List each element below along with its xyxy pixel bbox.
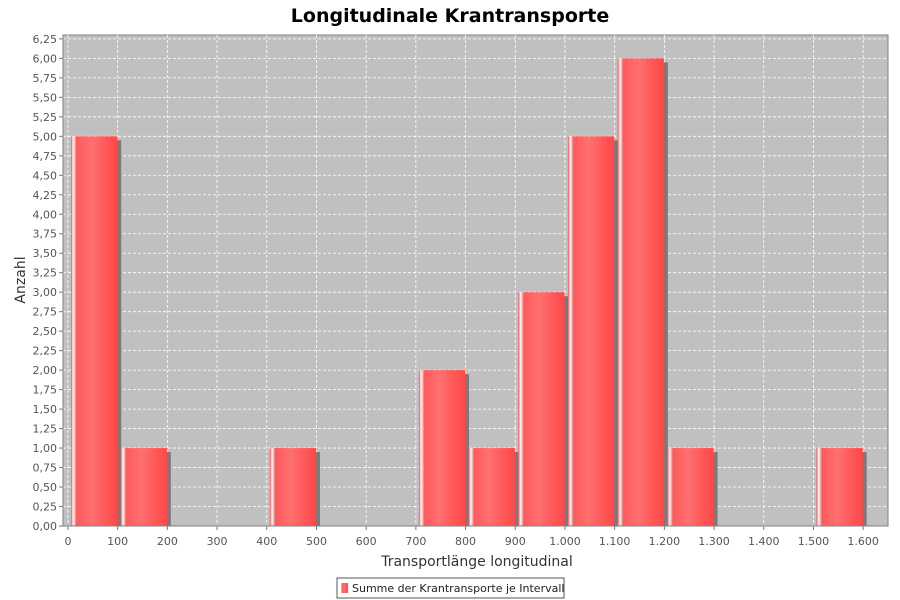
x-tick-label: 200 — [157, 535, 178, 548]
x-tick-label: 700 — [405, 535, 426, 548]
x-tick-label: 600 — [356, 535, 377, 548]
legend: Summe der Krantransporte je Intervall — [336, 577, 565, 599]
bar-1100-1200 — [617, 58, 664, 526]
y-tick-label: 6,25 — [33, 33, 58, 46]
y-tick-label: 5,25 — [33, 111, 58, 124]
legend-swatch — [341, 583, 348, 593]
chart-title: Longitudinale Krantransporte — [291, 5, 609, 27]
y-tick-label: 5,00 — [33, 130, 58, 143]
y-tick-label: 4,50 — [33, 169, 58, 182]
y-tick-label: 1,25 — [33, 423, 58, 436]
x-tick-label: 500 — [306, 535, 327, 548]
y-tick-label: 1,00 — [33, 442, 58, 455]
y-tick-label: 4,00 — [33, 208, 58, 221]
x-tick-label: 1.200 — [649, 535, 681, 548]
legend-box — [336, 577, 565, 599]
bar-0-100 — [70, 136, 118, 527]
y-tick-label: 3,50 — [33, 247, 58, 260]
bar-800-900 — [468, 448, 515, 526]
bar-1200-1300 — [667, 448, 714, 526]
x-axis-label: Transportlänge longitudinal — [380, 554, 573, 570]
y-tick-label: 5,50 — [33, 91, 58, 104]
y-tick-label: 2,50 — [33, 325, 58, 338]
y-tick-label: 1,75 — [33, 384, 58, 397]
y-tick-label: 2,75 — [33, 306, 58, 319]
y-tick-label: 4,75 — [33, 150, 58, 163]
x-tick-label: 1.400 — [748, 535, 780, 548]
y-tick-label: 3,25 — [33, 267, 58, 280]
bar-1500-1600 — [816, 448, 863, 526]
y-axis-ticks: 0,00 0,25 0,50 0,75 1,00 1,25 1,50 1,75 2,00 2,25… — [33, 33, 63, 533]
y-tick-label: 0,00 — [33, 520, 58, 533]
y-tick-label: 0,50 — [33, 481, 58, 494]
y-tick-label: 6,00 — [33, 52, 58, 65]
bar-700-800 — [418, 370, 466, 526]
y-tick-label: 0,25 — [33, 501, 58, 514]
y-tick-label: 2,25 — [33, 345, 58, 358]
x-tick-label: 300 — [207, 535, 228, 548]
legend-label: Summe der Krantransporte je Intervall — [352, 582, 564, 595]
bars — [70, 58, 863, 527]
bar-900-1000 — [518, 292, 565, 526]
x-axis-ticks: 0 100 200 300 400 500 600 700 800 900 1.000 1.100 1.… — [64, 526, 879, 548]
x-tick-label: 1.500 — [798, 535, 830, 548]
x-tick-label: 100 — [107, 535, 128, 548]
bar-100-200 — [120, 448, 167, 526]
x-tick-label: 1.300 — [698, 535, 730, 548]
y-tick-label: 3,00 — [33, 286, 58, 299]
x-tick-label: 1.600 — [847, 535, 879, 548]
y-axis-label: Anzahl — [13, 256, 29, 303]
x-tick-label: 900 — [505, 535, 526, 548]
y-tick-label: 5,75 — [33, 72, 58, 85]
y-tick-label: 3,75 — [33, 228, 58, 241]
bar-400-500 — [269, 448, 316, 526]
x-tick-label: 400 — [256, 535, 277, 548]
y-tick-label: 4,25 — [33, 189, 58, 202]
bar-1000-1100 — [567, 136, 615, 527]
y-tick-label: 1,50 — [33, 403, 58, 416]
x-tick-label: 0 — [64, 535, 71, 548]
x-tick-label: 800 — [455, 535, 476, 548]
x-tick-label: 1.100 — [599, 535, 631, 548]
y-tick-label: 0,75 — [33, 462, 58, 475]
y-tick-label: 2,00 — [33, 364, 58, 377]
x-tick-label: 1.000 — [549, 535, 581, 548]
